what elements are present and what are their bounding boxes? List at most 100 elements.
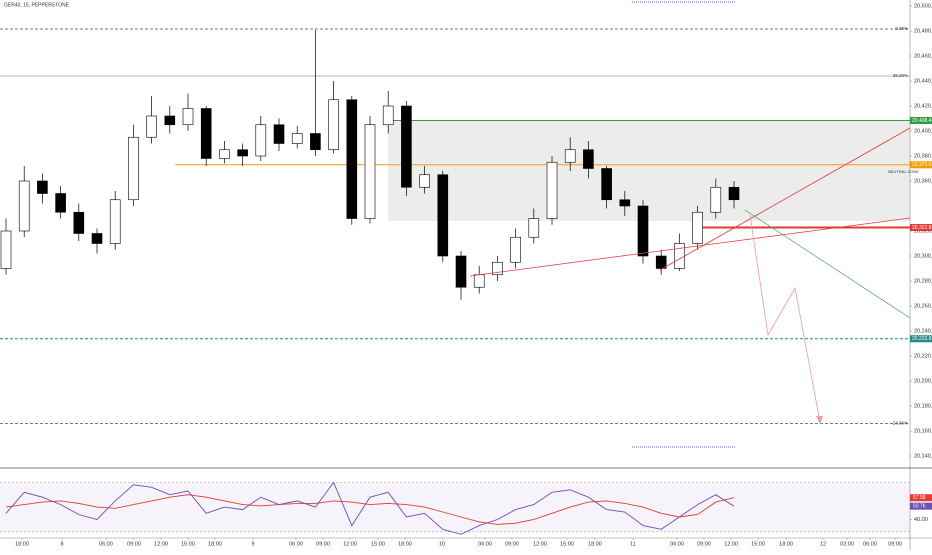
x-tick-label: 09:00 bbox=[316, 541, 330, 547]
x-tick-label: 12:00 bbox=[154, 541, 168, 547]
candle-body bbox=[91, 233, 103, 244]
y-tick-label: 20,200.0 bbox=[914, 378, 932, 384]
y-tick-label: 20,140.0 bbox=[914, 453, 932, 459]
y-tick-label: 20,160.0 bbox=[914, 428, 932, 434]
chart-title: GER40, 15, PEPPERSTONE bbox=[4, 2, 70, 8]
candle-body bbox=[510, 236, 521, 263]
rsi-band-bg bbox=[0, 482, 910, 532]
level-tag bbox=[910, 335, 932, 343]
candle-body bbox=[601, 168, 612, 201]
x-tick-label: 18:00 bbox=[398, 541, 412, 547]
candle-body bbox=[564, 149, 576, 163]
x-tick-label: 09:00 bbox=[697, 541, 711, 547]
level-label: 20,373.0 bbox=[912, 162, 932, 168]
x-tick-label: 18:00 bbox=[779, 541, 793, 547]
y-tick-label: 20,440.0 bbox=[914, 78, 932, 84]
candle-body bbox=[164, 115, 176, 126]
candle-body bbox=[528, 218, 540, 238]
candle-body bbox=[182, 108, 194, 126]
y-tick-label: 20,240.0 bbox=[914, 328, 932, 334]
y-tick-label: 20,220.0 bbox=[914, 353, 932, 359]
x-tick-label: 12:00 bbox=[724, 541, 738, 547]
rsi-ma-line bbox=[5, 494, 735, 525]
candle-body bbox=[37, 180, 48, 194]
candle-body bbox=[674, 243, 685, 269]
candle-body bbox=[200, 108, 212, 159]
candle-body bbox=[55, 193, 66, 213]
x-tick-label: 06:00 bbox=[863, 541, 877, 547]
rsi-ma-line-tag bbox=[910, 494, 932, 502]
candle-body bbox=[419, 174, 430, 188]
x-tick-label: 15:00 bbox=[181, 541, 195, 547]
x-tick-label: 18:00 bbox=[15, 541, 29, 547]
candle-body bbox=[455, 255, 467, 288]
rsi-tick-label: 40.00 bbox=[914, 517, 928, 523]
level-tag bbox=[910, 161, 932, 169]
x-tick-label: 03:00 bbox=[840, 541, 854, 547]
y-tick-label: 20,460.0 bbox=[914, 53, 932, 59]
candle-body bbox=[128, 136, 139, 201]
candle-body bbox=[583, 149, 594, 169]
main-pane: 20,500.0 20,480.0 20,460.0 20,440.0 20,420.0… bbox=[0, 3, 932, 459]
level-label: 20,322.8 bbox=[912, 225, 932, 231]
candle-body bbox=[255, 124, 267, 157]
y-tick-label: 20,420.0 bbox=[914, 103, 932, 109]
y-tick-label: 20,380.0 bbox=[914, 153, 932, 159]
candle-body bbox=[146, 115, 157, 138]
rsi-ma-line-label: 57.58 bbox=[913, 495, 926, 501]
x-tick-label: 12:00 bbox=[343, 541, 357, 547]
x-tick-label: 11 bbox=[630, 541, 636, 547]
y-tick-label: 20,480.0 bbox=[914, 28, 932, 34]
candle-body bbox=[346, 99, 358, 219]
candle-body bbox=[710, 186, 722, 213]
y-tick-label: 20,300.0 bbox=[914, 253, 932, 259]
y-tick-label: 20,280.0 bbox=[914, 278, 932, 284]
rsi-line-tag bbox=[910, 502, 932, 510]
trend-line bbox=[659, 127, 911, 271]
candle-body bbox=[473, 274, 485, 288]
x-tick-label: 9 bbox=[251, 541, 254, 547]
x-tick-label: 12:00 bbox=[533, 541, 547, 547]
candle-body bbox=[637, 205, 649, 257]
candle-body bbox=[728, 186, 740, 201]
fib-label: 38.20% bbox=[893, 73, 908, 78]
candle-body bbox=[328, 99, 339, 151]
x-tick-label: 15:00 bbox=[560, 541, 574, 547]
rsi-pane: 40.00 57.58 50.76 bbox=[0, 481, 932, 535]
x-tick-label: 18:00 bbox=[208, 541, 222, 547]
y-tick-label: 20,260.0 bbox=[914, 303, 932, 309]
y-tick-label: 20,320.0 bbox=[914, 228, 932, 234]
candle-body bbox=[364, 124, 376, 219]
x-tick-label: 18:00 bbox=[588, 541, 602, 547]
level-tag bbox=[910, 117, 932, 124]
x-tick-label: 8 bbox=[61, 541, 64, 547]
y-tick-label: 20,500.0 bbox=[914, 3, 932, 9]
level-label: 20,233.8 bbox=[912, 336, 932, 342]
x-tick-label: 09:00 bbox=[888, 541, 902, 547]
candle-body bbox=[73, 211, 85, 234]
candle-body bbox=[692, 211, 703, 244]
candle-body bbox=[237, 149, 248, 157]
y-tick-label: 20,180.0 bbox=[914, 403, 932, 409]
x-tick-label: 15:00 bbox=[751, 541, 765, 547]
x-tick-label: 06:00 bbox=[670, 541, 684, 547]
x-tick-label: 09:00 bbox=[127, 541, 141, 547]
x-tick-label: 06:00 bbox=[99, 541, 113, 547]
rsi-line bbox=[5, 481, 735, 535]
x-tick-label: 10 bbox=[439, 541, 445, 547]
candle-body bbox=[310, 133, 321, 151]
trend-line bbox=[469, 217, 911, 277]
rsi-line-label: 50.76 bbox=[913, 503, 926, 509]
candle-body bbox=[382, 105, 394, 126]
x-tick-label: 06:00 bbox=[289, 541, 303, 547]
neutral-zone bbox=[388, 120, 910, 221]
fib-label: 0.00% bbox=[895, 26, 908, 31]
trend-line bbox=[744, 209, 911, 319]
projection-arrow bbox=[816, 416, 823, 424]
zone-label: NEUTRAL ZONE bbox=[888, 169, 919, 174]
candle-body bbox=[655, 255, 667, 269]
y-tick-label: 20,360.0 bbox=[914, 178, 932, 184]
candle-body bbox=[437, 174, 449, 257]
